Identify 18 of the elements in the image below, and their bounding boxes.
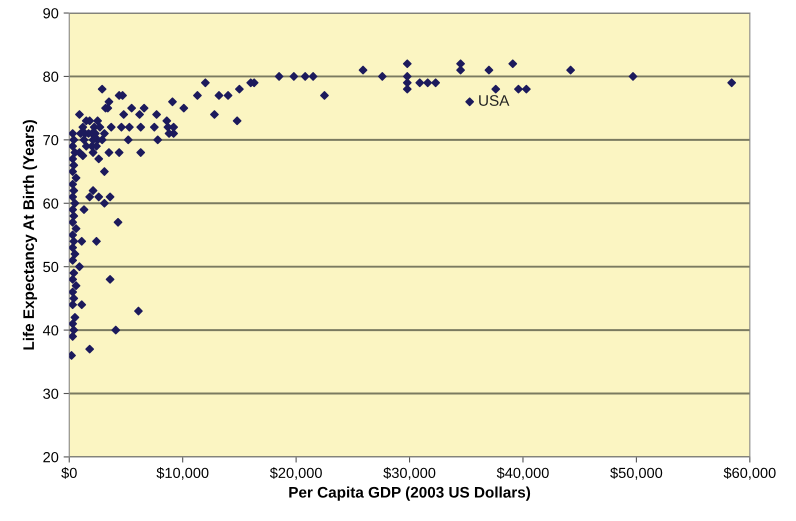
- x-tick-label: $50,000: [610, 467, 662, 480]
- annotation: USA: [479, 95, 510, 106]
- x-tick-label: $60,000: [724, 467, 776, 480]
- y-tick-label: 90: [43, 8, 58, 18]
- x-tick-label: $20,000: [270, 467, 322, 480]
- x-tick-label: $30,000: [383, 467, 436, 480]
- y-tick-label: 70: [43, 134, 58, 146]
- y-tick-label: 80: [43, 72, 58, 82]
- x-axis-title: Per Capita GDP (2003 US Dollars): [289, 486, 530, 501]
- y-tick-label: 50: [43, 262, 58, 272]
- y-axis-title: Life Expectancy At Birth (Years): [22, 120, 38, 350]
- y-tick-label: 40: [42, 325, 58, 336]
- y-tick-label: 20: [43, 452, 58, 462]
- x-tick-label: $0: [61, 467, 77, 479]
- x-tick-label: $10,000: [156, 467, 208, 480]
- y-tick-label: 60: [43, 198, 58, 209]
- x-tick-label: $40,000: [496, 467, 549, 480]
- y-tick-label: 30: [43, 388, 58, 399]
